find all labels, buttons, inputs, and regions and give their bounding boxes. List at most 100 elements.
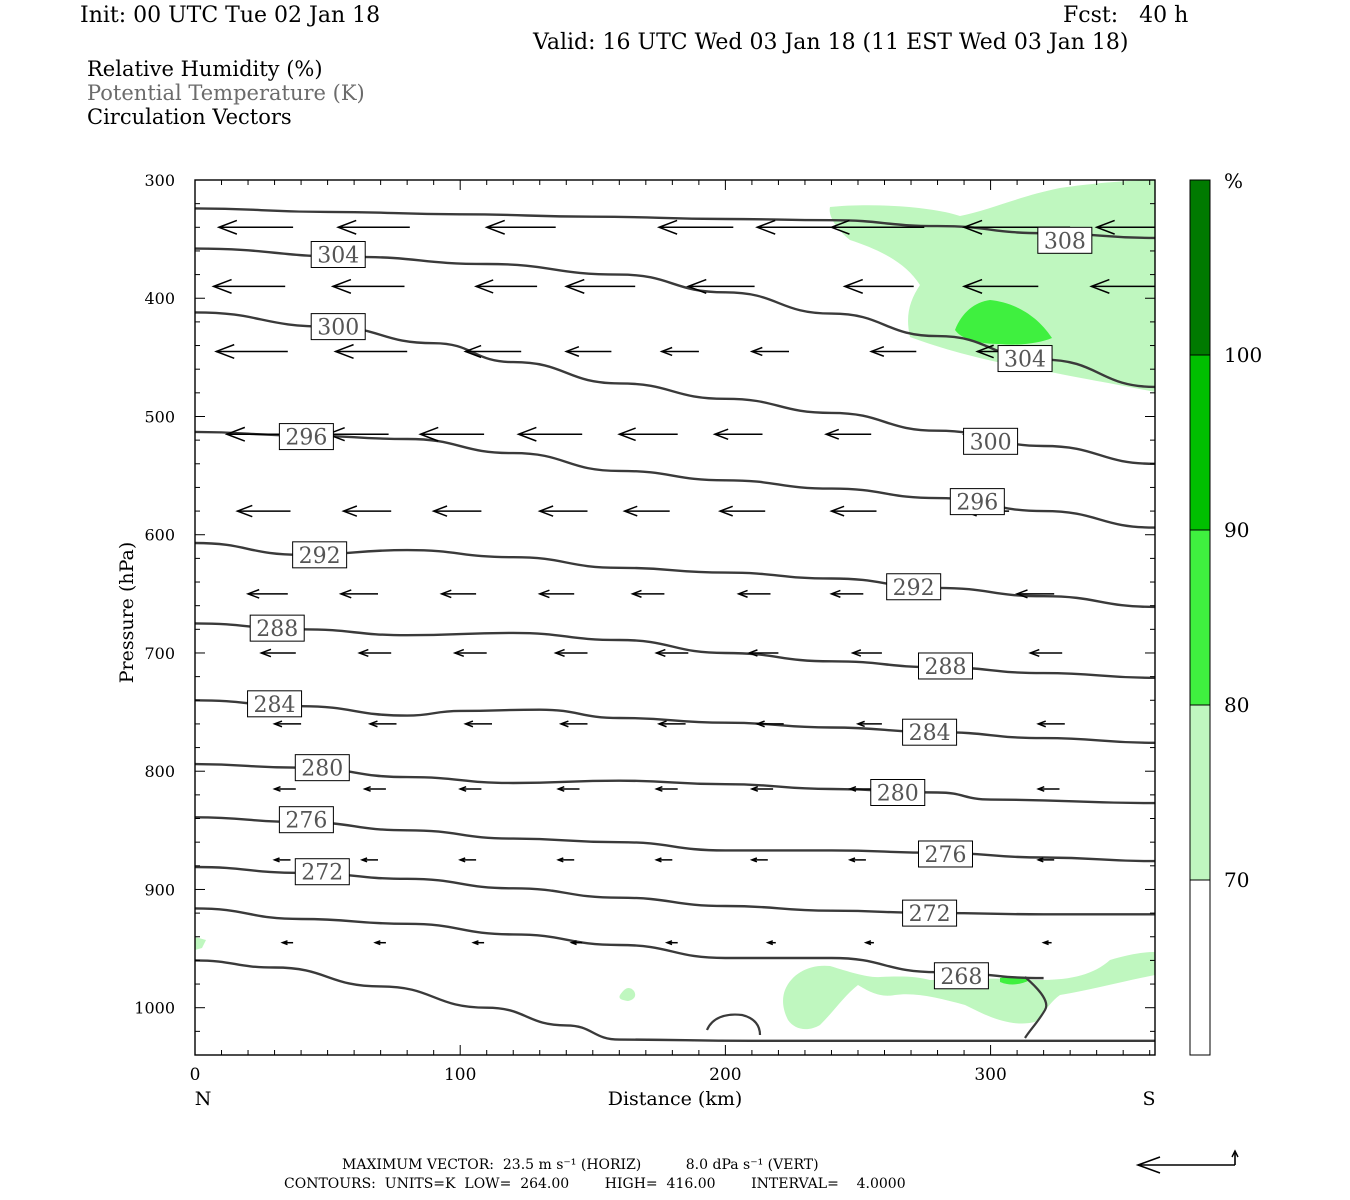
wind-vector-4-5: [717, 505, 766, 517]
rh-70-80-small-patch-2: [195, 937, 206, 950]
colorbar-unit: %: [1224, 169, 1243, 193]
theta-contour-308-11: [195, 207, 1155, 240]
reference-vector-head: [1135, 1156, 1161, 1174]
wind-vector-2-1: [333, 343, 408, 359]
wind-vector-0-1: [336, 219, 410, 235]
wind-vector-10-5: [765, 940, 776, 946]
theta-label-box-292-1: [886, 573, 942, 601]
y-tick-label-800: 800: [144, 762, 175, 781]
theta-label-box-280-0: [294, 754, 350, 782]
theta-label-296-1: 296: [956, 491, 998, 516]
wind-vector-2-0: [214, 343, 288, 359]
theta-label-box-272-1: [902, 899, 958, 927]
theta-label-box-292-0: [292, 541, 348, 569]
wind-vector-9-4: [654, 857, 673, 863]
theta-label-292-0: 292: [299, 544, 341, 569]
theta-label-box-280-1: [870, 779, 926, 806]
colorbar-level-80: [1190, 530, 1210, 705]
wind-vector-2-6: [869, 345, 917, 357]
theta-contour-288-4: [195, 622, 1155, 679]
wind-vector-7-1: [367, 720, 397, 728]
forecast-hour: Fcst: 40 h: [1063, 3, 1189, 28]
wind-vector-7-2: [463, 720, 492, 728]
theta-label-288-0: 288: [256, 617, 298, 642]
y-tick-label-600: 600: [144, 526, 175, 545]
wind-vector-6-6: [850, 649, 882, 657]
theta-contour-closed-small: [705, 1013, 762, 1036]
wind-vector-1-7: [1089, 278, 1155, 294]
wind-vector-6-7: [1028, 648, 1063, 658]
wind-vector-9-5: [749, 857, 768, 863]
theta-label-box-300-0: [310, 313, 366, 341]
wind-vectors: [211, 219, 1155, 946]
wind-vector-8-5: [749, 785, 774, 792]
footer-contours: CONTOURS: UNITS=K LOW= 264.00 HIGH= 416.…: [284, 1176, 906, 1192]
x-end-label-right: S: [1142, 1088, 1155, 1110]
wind-vector-1-3: [564, 278, 636, 294]
y-tick-label-700: 700: [144, 644, 175, 663]
x-tick-label-100: 100: [444, 1065, 476, 1085]
theta-label-304-0: 304: [317, 243, 359, 268]
wind-vector-4-3: [537, 505, 588, 517]
wind-vector-9-6: [847, 857, 866, 863]
wind-vector-10-2: [471, 940, 485, 946]
wind-vector-9-7: [1036, 857, 1055, 863]
rh-80-90-upper-region: [955, 300, 1052, 345]
x-end-label-left: N: [195, 1088, 212, 1110]
theta-label-276-0: 276: [285, 809, 327, 834]
y-axis-label: Pressure (hPa): [116, 542, 138, 684]
wind-vector-7-4: [656, 720, 686, 728]
wind-vector-0-4: [755, 219, 843, 235]
wind-vector-3-4: [617, 427, 678, 442]
theta-label-300-1: 300: [970, 430, 1012, 455]
extra-contour-lines: [705, 976, 1048, 1039]
wind-vector-7-3: [558, 720, 588, 728]
y-tick-label-300: 300: [144, 171, 175, 190]
theta-label-box-268-0: [933, 962, 989, 990]
theta-contour-276-7: [195, 816, 1155, 863]
theta-contours: [195, 207, 1155, 1043]
colorbar-label-100: 100: [1224, 343, 1262, 367]
wind-vector-2-4: [659, 346, 699, 357]
wind-vector-1-5: [842, 278, 914, 294]
theta-label-268-0: 268: [940, 965, 982, 990]
theta-contour-292-3: [195, 541, 1155, 609]
wind-vector-10-1: [373, 940, 386, 946]
theta-label-box-276-0: [278, 806, 334, 834]
theta-label-308-0: 308: [1044, 229, 1086, 254]
theta-label-box-308-0: [1037, 226, 1093, 254]
theta-label-box-296-0: [278, 423, 334, 451]
wind-vector-3-2: [418, 426, 485, 442]
theta-contour-surface-bend: [1024, 976, 1048, 1039]
theta-label-288-1: 288: [924, 655, 966, 680]
wind-vector-6-4: [654, 648, 689, 658]
theta-label-box-288-0: [249, 614, 305, 642]
wind-vector-4-2: [431, 505, 482, 517]
theta-label-box-284-1: [902, 718, 958, 746]
plot-frame: [194, 179, 1156, 1056]
theta-label-300-0: 300: [317, 316, 359, 341]
wind-vector-2-3: [564, 345, 612, 357]
wind-vector-5-0: [245, 588, 288, 599]
wind-vector-2-2: [463, 344, 522, 359]
wind-vector-2-5: [749, 346, 789, 357]
theta-label-box-288-1: [917, 652, 973, 680]
colorbar-label-70: 70: [1224, 868, 1249, 892]
wind-vector-4-6: [829, 505, 877, 517]
wind-vector-8-7: [1036, 785, 1060, 792]
colorbar-level-below-70: [1190, 880, 1210, 1055]
wind-vector-3-3: [516, 426, 583, 442]
theta-label-box-304-1: [997, 345, 1053, 373]
colorbar-level-90: [1190, 355, 1210, 530]
colorbar-border: [1189, 179, 1211, 1056]
wind-vector-6-5: [747, 649, 779, 657]
wind-vector-3-5: [712, 428, 763, 441]
y-tick-label-900: 900: [144, 880, 175, 899]
x-tick-label-300: 300: [974, 1065, 1006, 1085]
wind-vector-7-7: [1036, 720, 1065, 728]
wind-vector-0-7: [1094, 219, 1155, 235]
theta-label-276-1: 276: [924, 843, 966, 868]
wind-vector-1-1: [330, 278, 405, 294]
theta-label-280-0: 280: [301, 757, 343, 782]
